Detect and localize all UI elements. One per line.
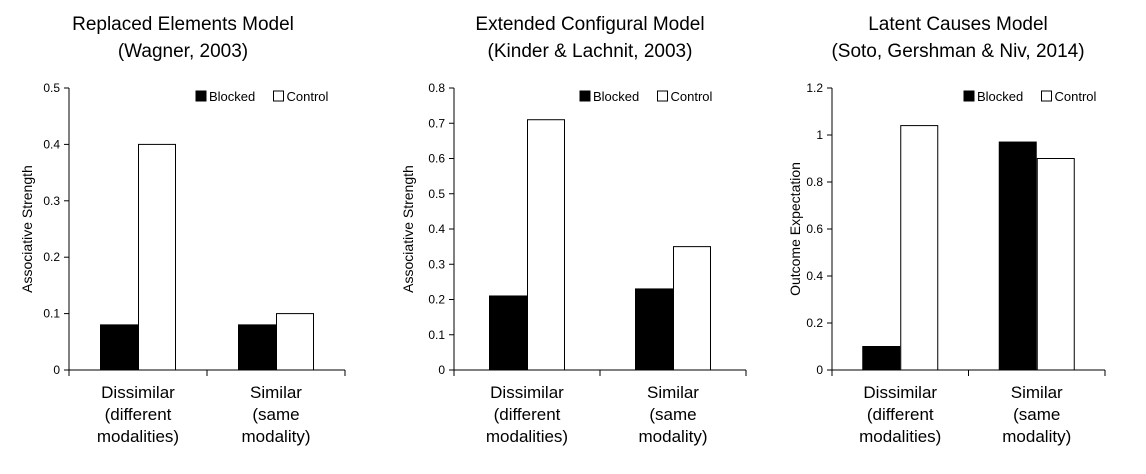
y-tick-label: 0.3 bbox=[43, 194, 60, 208]
x-category-label-line: Similar bbox=[250, 383, 302, 402]
bar-control-similar bbox=[276, 313, 314, 371]
y-tick-label: 0 bbox=[53, 363, 60, 377]
x-category-label-line: Dissimilar bbox=[101, 383, 175, 402]
bar-control-dissimilar bbox=[138, 143, 176, 371]
y-tick-label: 0.2 bbox=[806, 316, 823, 330]
chart-title-line: Latent Causes Model bbox=[868, 14, 1048, 35]
y-tick-label: 0 bbox=[438, 363, 445, 377]
bar-blocked-similar bbox=[238, 324, 276, 371]
y-tick-label: 1.2 bbox=[806, 81, 823, 95]
y-tick-label: 0.6 bbox=[806, 222, 823, 236]
bar-control-similar bbox=[1036, 158, 1075, 371]
y-tick-label: 0.4 bbox=[806, 269, 823, 283]
y-tick-label: 0.1 bbox=[43, 307, 60, 321]
x-category-label-line: Dissimilar bbox=[490, 383, 564, 402]
legend-label-blocked: Blocked bbox=[209, 89, 255, 104]
legend-swatch-blocked bbox=[579, 90, 591, 102]
x-category-label-line: modalities) bbox=[97, 427, 179, 446]
x-category-label-line: Dissimilar bbox=[863, 383, 937, 402]
y-axis-label: Associative Strength bbox=[400, 165, 416, 293]
x-category-label-line: modalities) bbox=[859, 427, 941, 446]
y-tick-label: 0.4 bbox=[428, 222, 445, 236]
y-tick-label: 0 bbox=[816, 363, 823, 377]
bar-blocked-similar bbox=[998, 141, 1037, 371]
x-category-label-line: modalities) bbox=[486, 427, 568, 446]
legend-label-blocked: Blocked bbox=[977, 89, 1023, 104]
x-category-label-line: (same bbox=[252, 405, 299, 424]
y-tick-label: 0.7 bbox=[428, 116, 445, 130]
y-axis-label: Associative Strength bbox=[19, 165, 35, 293]
chart-panel-1: Replaced Elements Model (Wagner, 2003) Ass… bbox=[19, 14, 346, 446]
x-category-label-line: modality) bbox=[242, 427, 311, 446]
x-category-label-line: (same bbox=[649, 405, 696, 424]
legend-label-control: Control bbox=[287, 89, 329, 104]
legend-label-blocked: Blocked bbox=[593, 89, 639, 104]
legend-swatch-control bbox=[657, 90, 668, 102]
x-category-label-line: Similar bbox=[1011, 383, 1063, 402]
y-tick-label: 0.6 bbox=[428, 152, 445, 166]
bar-control-dissimilar bbox=[900, 125, 939, 371]
y-tick-label: 0.5 bbox=[428, 187, 445, 201]
x-category-label-line: (same bbox=[1013, 405, 1060, 424]
y-tick-label: 0.5 bbox=[43, 81, 60, 95]
y-tick-label: 0.3 bbox=[428, 257, 445, 271]
y-tick-label: 0.8 bbox=[428, 81, 445, 95]
chart-title-line: Replaced Elements Model bbox=[72, 14, 294, 35]
x-category-label-line: (different bbox=[867, 405, 934, 424]
legend-swatch-control bbox=[1041, 90, 1052, 102]
bar-blocked-dissimilar bbox=[489, 295, 527, 371]
x-category-label-line: modality) bbox=[1002, 427, 1071, 446]
legend-swatch-blocked bbox=[963, 90, 975, 102]
chart-title-line: (Kinder & Lachnit, 2003) bbox=[488, 41, 693, 62]
y-axis-label: Outcome Expectation bbox=[787, 162, 803, 296]
y-tick-label: 0.1 bbox=[428, 328, 445, 342]
y-tick-label: 1 bbox=[816, 128, 823, 142]
legend-swatch-blocked bbox=[195, 90, 207, 102]
x-category-label-line: (different bbox=[494, 405, 561, 424]
x-category-label-line: Similar bbox=[647, 383, 699, 402]
chart-panel-2: Extended Configural Model (Kinder & Lachn… bbox=[400, 14, 747, 446]
x-category-label-line: (different bbox=[105, 405, 172, 424]
chart-title-line: (Soto, Gershman & Niv, 2014) bbox=[831, 41, 1084, 62]
y-tick-label: 0.2 bbox=[43, 250, 60, 264]
chart-panel-3: Latent Causes Model (Soto, Gershman & Niv… bbox=[787, 14, 1106, 446]
legend-swatch-control bbox=[273, 90, 284, 102]
chart-title-line: Extended Configural Model bbox=[475, 14, 704, 35]
chart-title-line: (Wagner, 2003) bbox=[118, 41, 248, 62]
legend-label-control: Control bbox=[1055, 89, 1097, 104]
bar-blocked-dissimilar bbox=[862, 346, 901, 371]
y-tick-label: 0.2 bbox=[428, 293, 445, 307]
bar-control-similar bbox=[673, 246, 711, 371]
y-tick-label: 0.4 bbox=[43, 137, 60, 151]
y-tick-label: 0.8 bbox=[806, 175, 823, 189]
bar-control-dissimilar bbox=[527, 119, 565, 371]
bar-blocked-dissimilar bbox=[100, 324, 138, 371]
bar-blocked-similar bbox=[635, 288, 673, 371]
legend-label-control: Control bbox=[671, 89, 713, 104]
x-category-label-line: modality) bbox=[639, 427, 708, 446]
